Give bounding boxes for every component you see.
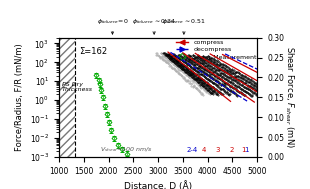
Text: 4: 4 (202, 147, 206, 153)
Text: 1: 1 (241, 147, 246, 153)
Legend: compress, decompress, Shear Measurement: compress, decompress, Shear Measurement (175, 39, 258, 61)
Text: 2-4: 2-4 (187, 147, 198, 153)
Text: 1: 1 (244, 147, 248, 153)
Y-axis label: Force/Radius, F/R (mN/m): Force/Radius, F/R (mN/m) (15, 43, 24, 151)
Text: $V_{shear}$=100 nm/s: $V_{shear}$=100 nm/s (100, 145, 153, 154)
Text: $\phi_{toluene}$=0: $\phi_{toluene}$=0 (97, 17, 128, 34)
Text: $\phi_{toluene}$$\sim$0.34: $\phi_{toluene}$$\sim$0.34 (132, 17, 176, 34)
Text: 3: 3 (216, 147, 220, 153)
Text: Σ=162: Σ=162 (79, 46, 107, 56)
Text: 2: 2 (229, 147, 233, 153)
Y-axis label: Shear Force, $F_{shear}$ (mN): Shear Force, $F_{shear}$ (mN) (283, 46, 295, 148)
Text: $\phi_{toluene}$$\sim$0.51: $\phi_{toluene}$$\sim$0.51 (162, 17, 206, 34)
Text: PS Dry
Thickness: PS Dry Thickness (62, 82, 93, 92)
X-axis label: Distance, D (Å): Distance, D (Å) (124, 181, 192, 189)
